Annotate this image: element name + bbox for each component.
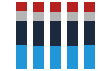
- Bar: [33, 12, 44, 22]
- Bar: [84, 12, 95, 22]
- Bar: [84, 45, 95, 69]
- Bar: [67, 12, 78, 22]
- Bar: [84, 2, 95, 12]
- Bar: [67, 22, 78, 46]
- Bar: [16, 12, 27, 22]
- Bar: [50, 12, 61, 22]
- Bar: [50, 2, 61, 12]
- Bar: [67, 46, 78, 69]
- Bar: [16, 2, 27, 12]
- Bar: [84, 22, 95, 45]
- Bar: [50, 22, 61, 46]
- Bar: [16, 45, 27, 69]
- Bar: [33, 46, 44, 69]
- Bar: [33, 2, 44, 12]
- Bar: [16, 22, 27, 45]
- Bar: [67, 2, 78, 12]
- Bar: [50, 46, 61, 69]
- Bar: [33, 22, 44, 46]
